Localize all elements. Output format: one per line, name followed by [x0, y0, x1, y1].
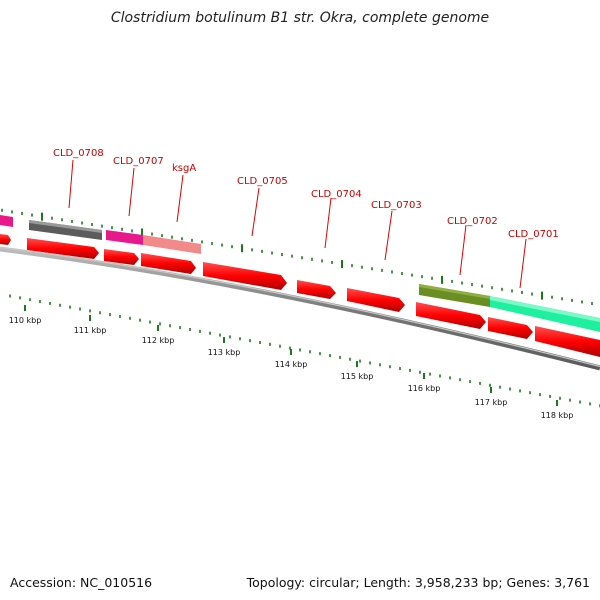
cds-arrow[interactable] — [203, 262, 287, 290]
ruler-label: 118 kbp — [541, 411, 574, 420]
gray-feature[interactable] — [29, 220, 102, 240]
genome-summary: Topology: circular; Length: 3,958,233 bp… — [246, 575, 590, 590]
gene-label-cld-0707[interactable]: CLD_0707 — [113, 156, 164, 167]
gene-label-ksga[interactable]: ksgA — [172, 163, 196, 174]
ruler-label: 115 kbp — [341, 372, 374, 381]
ruler-label: 116 kbp — [408, 384, 441, 393]
cds-arrow[interactable] — [104, 249, 139, 265]
gene-label-cld-0708[interactable]: CLD_0708 — [53, 148, 104, 159]
olive-feature[interactable] — [419, 284, 490, 307]
gene-label-cld-0705[interactable]: CLD_0705 — [237, 176, 288, 187]
ruler-label: 113 kbp — [208, 348, 241, 357]
gene-label-cld-0703[interactable]: CLD_0703 — [371, 200, 422, 211]
cds-arrow[interactable] — [141, 253, 196, 274]
cds-arrow[interactable] — [297, 280, 336, 299]
ruler-track: 110 kbp 111 kbp 112 kbp 113 kbp 114 kbp 115 k… — [9, 294, 600, 420]
gene-label-cld-0702[interactable]: CLD_0702 — [447, 216, 498, 227]
cds-arrow[interactable] — [416, 302, 486, 329]
gene-label-cld-0704[interactable]: CLD_0704 — [311, 189, 362, 200]
ruler-label: 110 kbp — [9, 316, 42, 325]
ruler-label: 112 kbp — [142, 336, 175, 345]
feature-track — [0, 215, 600, 332]
magenta-feature[interactable] — [106, 230, 143, 245]
mint-feature[interactable] — [490, 296, 600, 332]
magenta-feature-left[interactable] — [0, 215, 13, 227]
ruler-label: 111 kbp — [74, 326, 107, 335]
upper-tick-track — [1, 208, 593, 306]
cds-arrow[interactable] — [27, 238, 99, 259]
ruler-label: 114 kbp — [275, 360, 308, 369]
ruler-label: 117 kbp — [475, 398, 508, 407]
genome-backbone — [0, 246, 600, 371]
gene-label-cld-0701[interactable]: CLD_0701 — [508, 229, 559, 240]
accession-label: Accession: NC_010516 — [10, 575, 153, 590]
cds-arrow[interactable] — [347, 288, 405, 312]
cds-arrow[interactable] — [488, 317, 533, 339]
gene-labels: CLD_0708 CLD_0707 ksgA CLD_0705 CLD_0704… — [53, 148, 559, 289]
map-title: Clostridium botulinum B1 str. Okra, comp… — [110, 10, 490, 26]
cds-arrow[interactable] — [535, 326, 600, 357]
cds-track — [0, 234, 600, 357]
pink-feature[interactable] — [143, 235, 201, 254]
cds-arrow[interactable] — [0, 234, 11, 245]
